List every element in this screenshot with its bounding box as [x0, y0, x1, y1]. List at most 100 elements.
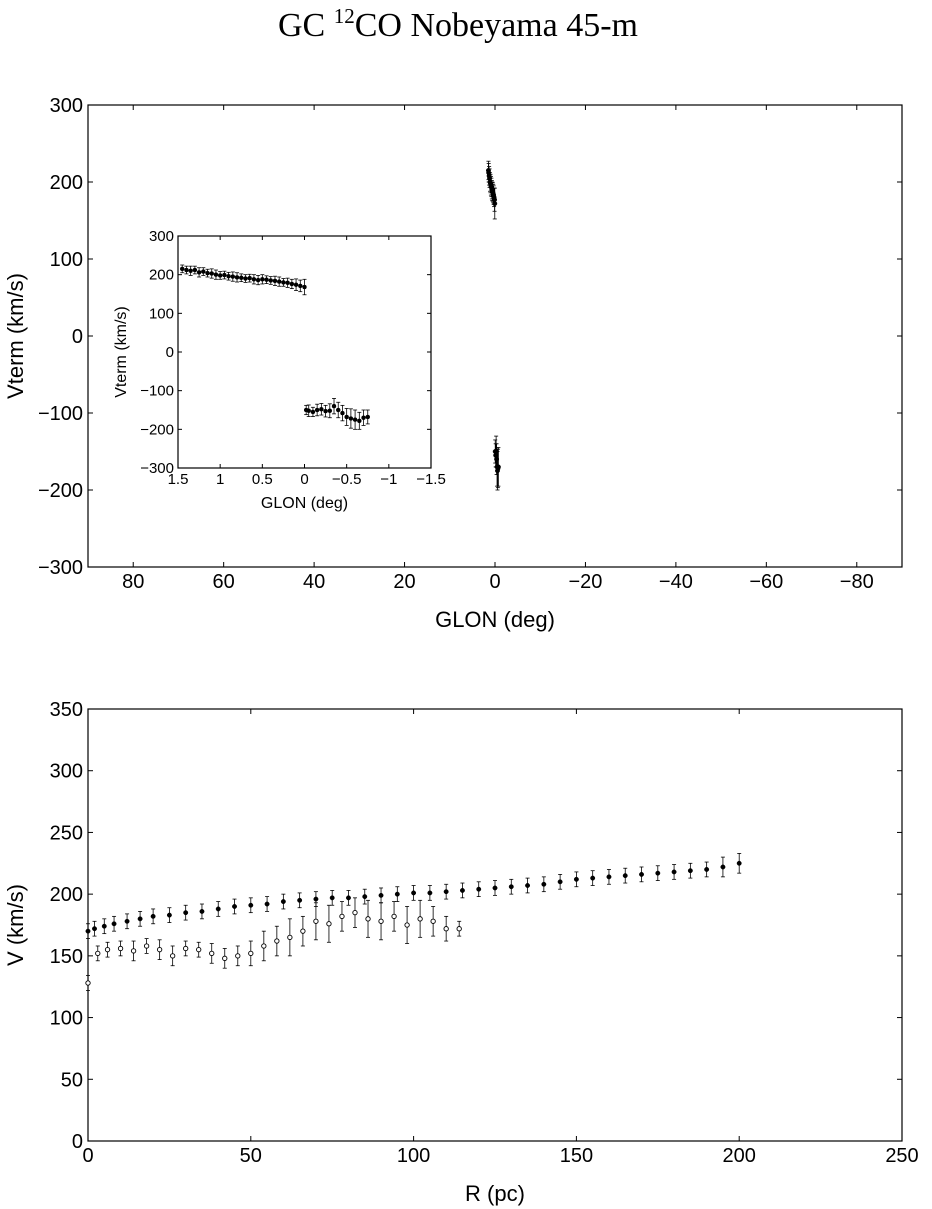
rotation-curve-data-point — [287, 934, 293, 940]
rotation-curve-data-point — [655, 870, 661, 876]
main-lv-x-tick-label: 80 — [122, 571, 144, 593]
rotation-curve-data-point — [404, 922, 410, 928]
figure-title: GC 12CO Nobeyama 45-m — [278, 4, 638, 44]
rotation-curve-y-tick-label: 350 — [50, 699, 83, 721]
inset-lv-data-point — [239, 275, 244, 281]
rotation-curve-data-point — [687, 868, 693, 874]
inset-lv-data-point — [213, 272, 219, 277]
main-lv-x-tick-label: −60 — [749, 571, 783, 593]
rotation-curve-data-point — [394, 891, 400, 897]
inset-lv-data-point — [188, 268, 193, 274]
inset-lv-x-tick-label: −0.5 — [332, 471, 362, 488]
rotation-curve-data-point — [362, 894, 368, 900]
rotation-curve-data-point — [720, 864, 726, 870]
rotation-curve-data-point — [150, 913, 156, 919]
main-lv-data-point — [495, 464, 501, 470]
inset-lv-data-point — [285, 280, 290, 286]
inset-lv-x-tick-label: 1.5 — [168, 471, 189, 488]
inset-lv-data-point — [243, 276, 248, 281]
inset-lv-data-point — [331, 403, 337, 409]
main-lv-y-tick-label: 300 — [50, 95, 83, 117]
inset-lv-chart: 1.5 1 0.5 0 −0.5 −1 −1.5 300 200 100 0 −100 −200 −300… — [113, 228, 446, 512]
rotation-curve-data-point — [215, 906, 221, 912]
inset-lv-data-point — [247, 275, 252, 281]
inset-lv-data-point — [310, 409, 316, 415]
rotation-curve-data-point — [476, 886, 482, 892]
inset-lv-data-point — [226, 273, 231, 279]
rotation-curve-data-point — [297, 897, 303, 903]
rotation-curve-data-point — [671, 869, 677, 875]
rotation-curve-data-point — [573, 876, 579, 882]
inset-lv-data-point — [319, 406, 324, 412]
inset-lv-x-tick-label: −1.5 — [416, 471, 446, 488]
inset-lv-data-point — [179, 266, 185, 272]
rotation-curve-data-point — [590, 875, 596, 881]
rotation-curve-y-tick-label: 50 — [61, 1069, 83, 1091]
figure-title-superscript: 12 — [334, 4, 355, 28]
rotation-curve-data-point — [170, 953, 176, 959]
inset-lv-y-tick-label: −200 — [140, 421, 174, 438]
inset-lv-data-point — [306, 408, 311, 414]
main-lv-y-tick-label: −200 — [38, 480, 83, 502]
figure-title-suffix: CO Nobeyama 45-m — [355, 7, 638, 44]
rotation-curve-x-tick-label: 100 — [397, 1145, 430, 1167]
inset-lv-x-tick-label: 0 — [300, 471, 308, 488]
rotation-curve-y-tick-label: 0 — [72, 1131, 83, 1153]
inset-lv-data-point — [251, 277, 257, 282]
rotation-curve-data-point — [124, 918, 130, 924]
rotation-curve-data-point — [130, 948, 137, 954]
main-lv-y-axis-label: Vterm (km/s) — [3, 273, 28, 399]
main-lv-data-point — [492, 201, 498, 207]
rotation-curve-data-point — [261, 943, 267, 949]
rotation-curve-chart: 0 50 100 150 200 250 350 300 250 200 150 100 50 0 R (p… — [3, 699, 919, 1206]
rotation-curve-data-point — [525, 883, 531, 888]
inset-lv-data-point — [281, 280, 286, 285]
rotation-curve-data-point — [95, 950, 101, 957]
rotation-curve-data-point — [411, 890, 417, 896]
inset-lv-data-point — [314, 407, 320, 413]
rotation-curve-data-point — [117, 945, 124, 952]
rotation-curve-data-point — [326, 921, 332, 927]
rotation-curve-data-point — [417, 916, 423, 922]
rotation-curve-data-point — [143, 943, 150, 949]
rotation-curve-data-point — [427, 890, 433, 896]
rotation-curve-y-tick-label: 150 — [50, 946, 83, 968]
rotation-curve-data-point — [313, 918, 319, 924]
inset-lv-y-tick-label: −300 — [140, 460, 174, 477]
main-lv-x-axis-label: GLON (deg) — [435, 607, 555, 632]
inset-lv-data-point — [209, 271, 214, 276]
main-lv-y-tick-label: 0 — [72, 326, 83, 348]
rotation-curve-x-tick-label: 50 — [240, 1145, 262, 1167]
inset-lv-data-point — [340, 410, 345, 416]
main-lv-y-tick-label: 100 — [50, 249, 83, 271]
rotation-curve-data-point — [183, 945, 189, 952]
rotation-curve-data-point — [196, 947, 202, 953]
rotation-curve-data-point — [557, 879, 563, 885]
inset-lv-x-axis-label: GLON (deg) — [261, 495, 348, 512]
rotation-curve-data-point — [508, 884, 514, 890]
inset-lv-data-point — [365, 414, 370, 420]
rotation-curve-data-point — [274, 938, 280, 944]
inset-lv-data-point — [276, 279, 282, 284]
rotation-curve-x-tick-label: 0 — [82, 1145, 93, 1167]
rotation-curve-data-point — [378, 892, 384, 898]
rotation-curve-data-point — [156, 947, 163, 953]
rotation-curve-x-tick-label: 250 — [885, 1145, 918, 1167]
inset-lv-y-tick-label: 0 — [166, 344, 174, 361]
main-lv-x-tick-label: 20 — [393, 571, 415, 593]
rotation-curve-data-point — [492, 885, 498, 891]
inset-lv-y-tick-label: 200 — [149, 267, 174, 284]
rotation-curve-y-tick-label: 300 — [50, 761, 83, 783]
inset-lv-data-point — [201, 269, 206, 274]
rotation-curve-data-point — [137, 916, 143, 922]
rotation-curve-data-point — [352, 910, 358, 916]
rotation-curve-data-point — [199, 908, 205, 914]
rotation-curve-data-point — [183, 910, 189, 916]
rotation-curve-data-point — [339, 913, 345, 920]
figure-title-prefix: GC — [278, 7, 334, 44]
inset-lv-data-point — [335, 407, 341, 413]
rotation-curve-data-point — [391, 913, 397, 920]
rotation-curve-data-point — [235, 953, 241, 959]
rotation-curve-series-0 — [85, 853, 742, 939]
main-lv-y-tick-label: −100 — [38, 403, 83, 425]
